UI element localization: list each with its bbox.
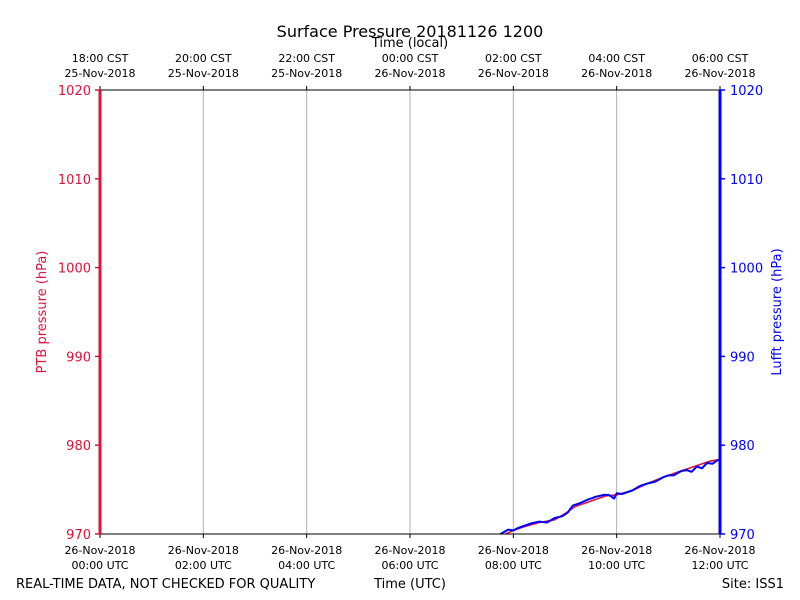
bottom-tick-label-time: 10:00 UTC	[588, 559, 645, 572]
top-tick-label-time: 18:00 CST	[72, 52, 129, 65]
top-tick-label-time: 02:00 CST	[485, 52, 542, 65]
left-y-tick-label: 1010	[58, 173, 91, 188]
left-y-tick-label: 1020	[58, 84, 91, 99]
top-tick-label-date: 25-Nov-2018	[64, 67, 135, 80]
top-tick-label-time: 00:00 CST	[382, 52, 439, 65]
top-tick-label-date: 26-Nov-2018	[374, 67, 445, 80]
bottom-tick-label-date: 26-Nov-2018	[581, 544, 652, 557]
footer-site-label: Site: ISS1	[722, 577, 784, 592]
x-axis-label: Time (UTC)	[373, 577, 446, 592]
top-tick-label-time: 22:00 CST	[278, 52, 335, 65]
grid-lines	[202, 90, 618, 534]
top-tick-label-time: 04:00 CST	[588, 52, 645, 65]
top-tick-label-date: 26-Nov-2018	[478, 67, 549, 80]
left-y-tick-label: 1000	[58, 262, 91, 277]
left-y-axis-label: PTB pressure (hPa)	[35, 251, 50, 374]
top-tick-label-time: 20:00 CST	[175, 52, 232, 65]
left-y-tick-label: 970	[66, 528, 91, 543]
bottom-tick-label-date: 26-Nov-2018	[684, 544, 755, 557]
bottom-tick-label-time: 08:00 UTC	[485, 559, 542, 572]
bottom-tick-label-date: 26-Nov-2018	[271, 544, 342, 557]
top-tick-label-date: 25-Nov-2018	[271, 67, 342, 80]
left-y-tick-label: 990	[66, 350, 91, 365]
right-y-tick-label: 980	[730, 439, 755, 454]
bottom-tick-label-date: 26-Nov-2018	[168, 544, 239, 557]
top-tick-label-date: 26-Nov-2018	[684, 67, 755, 80]
lufft-pressure-line	[499, 458, 721, 535]
right-y-tick-label: 1000	[730, 262, 763, 277]
top-tick-label-date: 26-Nov-2018	[581, 67, 652, 80]
bottom-tick-label-time: 12:00 UTC	[691, 559, 748, 572]
top-tick-label-time: 06:00 CST	[692, 52, 749, 65]
bottom-tick-label-time: 00:00 UTC	[71, 559, 128, 572]
right-y-tick-label: 1020	[730, 84, 763, 99]
bottom-tick-label-time: 04:00 UTC	[278, 559, 335, 572]
series-lines	[499, 458, 721, 535]
bottom-tick-label-time: 06:00 UTC	[381, 559, 438, 572]
bottom-tick-label-date: 26-Nov-2018	[374, 544, 445, 557]
bottom-tick-label-time: 02:00 UTC	[175, 559, 232, 572]
axis-ticks: 26-Nov-2018 00:00 UTC 26-Nov-2018 02:00 UTC…	[58, 52, 763, 572]
right-y-axis-label: Lufft pressure (hPa)	[770, 248, 785, 375]
left-y-tick-label: 980	[66, 439, 91, 454]
footer-quality-note: REAL-TIME DATA, NOT CHECKED FOR QUALITY	[16, 577, 315, 592]
right-y-tick-label: 970	[730, 528, 755, 543]
chart-title: Surface Pressure 20181126 1200	[277, 22, 544, 41]
bottom-tick-label-date: 26-Nov-2018	[478, 544, 549, 557]
right-y-tick-label: 990	[730, 350, 755, 365]
bottom-tick-label-date: 26-Nov-2018	[64, 544, 135, 557]
right-y-tick-label: 1010	[730, 173, 763, 188]
top-axis-label: Time (local)	[371, 36, 448, 51]
top-tick-label-date: 25-Nov-2018	[168, 67, 239, 80]
